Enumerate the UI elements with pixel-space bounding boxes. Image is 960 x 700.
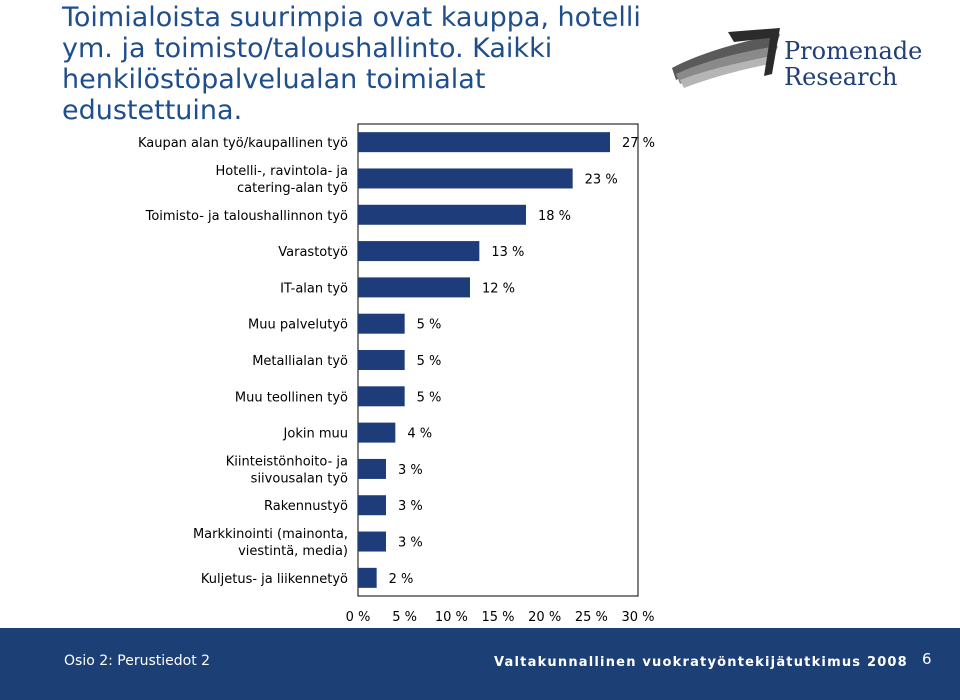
- category-label: Kaupan alan työ/kaupallinen työ: [138, 136, 348, 151]
- bar: [358, 168, 573, 189]
- bar: [358, 422, 396, 443]
- data-label: 13 %: [491, 245, 524, 260]
- page-number: 6: [922, 650, 932, 668]
- x-tick-label: 0 %: [346, 610, 371, 625]
- category-label: Kiinteistönhoito- ja siivousalan työ: [226, 454, 348, 486]
- bar: [358, 458, 386, 479]
- bar: [358, 495, 386, 516]
- data-label: 4 %: [407, 427, 432, 442]
- data-label: 3 %: [398, 499, 423, 514]
- slide-title: Toimialoista suurimpia ovat kauppa, hote…: [62, 2, 641, 126]
- bar: [358, 241, 480, 262]
- data-label: 12 %: [482, 281, 515, 296]
- category-label: Metallialan työ: [252, 354, 348, 369]
- bar: [358, 350, 405, 370]
- x-tick-label: 25 %: [575, 610, 608, 625]
- x-tick-label: 20 %: [528, 610, 561, 625]
- data-label: 18 %: [538, 209, 571, 224]
- logo-text-line1: Promenade: [784, 37, 923, 65]
- data-label: 23 %: [585, 172, 618, 187]
- category-label: Jokin muu: [283, 427, 348, 442]
- footer-bar: Osio 2: Perustiedot 2 Valtakunnallinen v…: [0, 628, 960, 700]
- data-label: 3 %: [398, 463, 423, 478]
- promenade-research-logo: Promenade Research: [668, 24, 948, 104]
- bar: [358, 567, 377, 588]
- data-label: 5 %: [417, 354, 442, 369]
- bar: [358, 531, 386, 552]
- category-label: Varastotyö: [278, 245, 348, 260]
- category-label: Kuljetus- ja liikennetyö: [201, 572, 348, 587]
- bar: [358, 277, 470, 298]
- category-label: IT-alan työ: [280, 281, 348, 296]
- data-label: 27 %: [622, 136, 655, 151]
- bar: [358, 386, 405, 407]
- data-label: 3 %: [398, 536, 423, 551]
- data-label: 2 %: [389, 572, 414, 587]
- x-tick-label: 5 %: [392, 610, 417, 625]
- x-tick-label: 10 %: [435, 610, 468, 625]
- x-tick-label: 30 %: [621, 610, 654, 625]
- category-label: Hotelli-, ravintola- ja catering-alan työ: [215, 164, 348, 196]
- logo-swoosh-icon: [672, 28, 780, 88]
- bar: [358, 204, 526, 225]
- category-label: Rakennustyö: [264, 499, 348, 514]
- data-label: 5 %: [417, 390, 442, 405]
- logo-text-line2: Research: [784, 63, 898, 91]
- x-tick-label: 15 %: [481, 610, 514, 625]
- footer-section-label: Osio 2: Perustiedot 2: [64, 653, 211, 669]
- category-label: Toimisto- ja taloushallinnon työ: [145, 209, 348, 224]
- data-label: 5 %: [417, 318, 442, 333]
- bar: [358, 132, 610, 153]
- category-label: Muu palvelutyö: [248, 318, 348, 333]
- bar: [358, 313, 405, 334]
- category-label: Muu teollinen työ: [235, 390, 348, 405]
- category-label: Markkinointi (mainonta, viestintä, media): [193, 527, 348, 559]
- bar-chart: Kaupan alan työ/kaupallinen työ 27 % Hotel…: [138, 123, 655, 625]
- footer-study-name: Valtakunnallinen vuokratyöntekijätutkimu…: [494, 655, 908, 670]
